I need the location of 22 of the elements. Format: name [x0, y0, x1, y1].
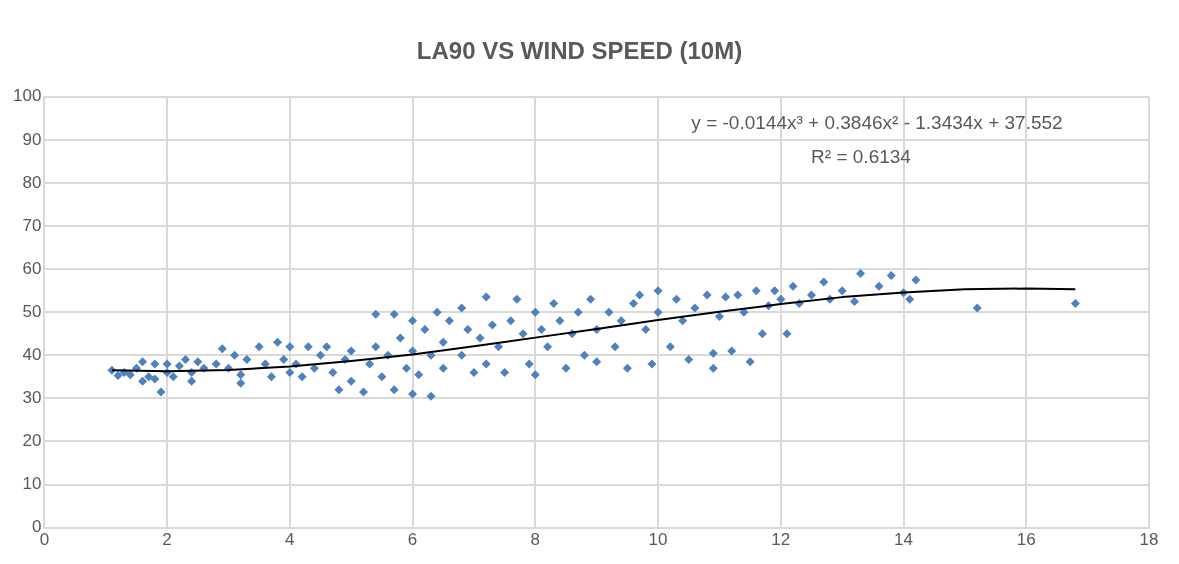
chart-title: LA90 VS WIND SPEED (10M) — [416, 37, 743, 65]
x-tick-label: 8 — [530, 530, 541, 550]
annotation: R² = 0.6134 — [811, 146, 912, 168]
y-tick-label: 50 — [22, 301, 42, 321]
y-tick-label: 10 — [22, 474, 42, 494]
x-tick-label: 14 — [894, 530, 913, 550]
x-tick-label: 2 — [162, 530, 172, 550]
x-tick-label: 4 — [285, 530, 295, 550]
x-tick-label: 16 — [1016, 530, 1036, 550]
x-tick-label: 18 — [1139, 530, 1159, 550]
x-tick-label: 10 — [648, 530, 668, 550]
annotation: y = -0.0144x³ + 0.3846x² - 1.3434x + 37.552 — [691, 112, 1063, 134]
y-tick-label: 20 — [22, 431, 42, 451]
y-tick-label: 30 — [22, 388, 42, 408]
y-tick-label: 70 — [22, 215, 42, 235]
y-tick-label: 100 — [12, 86, 42, 106]
y-tick-label: 40 — [22, 344, 42, 364]
y-tick-label: 80 — [22, 172, 42, 192]
y-tick-label: 60 — [22, 258, 42, 278]
x-tick-label: 12 — [771, 530, 791, 550]
y-tick-label: 90 — [22, 129, 42, 149]
x-tick-label: 6 — [407, 530, 418, 550]
